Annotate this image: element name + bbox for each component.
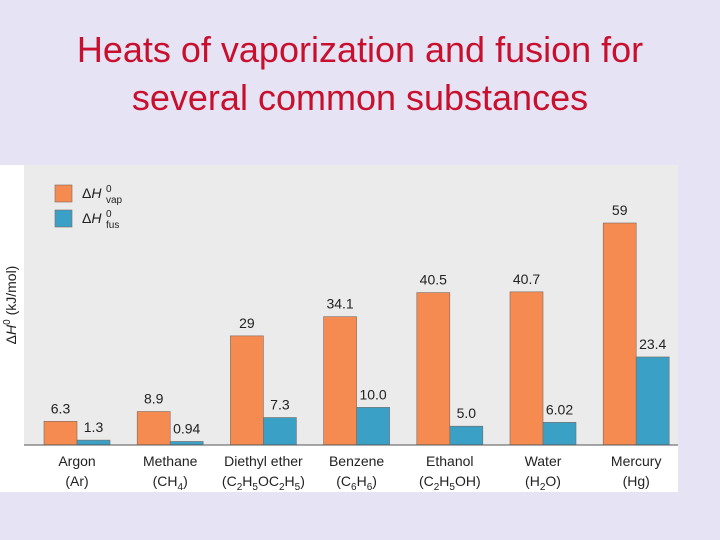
data-label-fus-2: 7.3: [270, 397, 290, 413]
slide-title-line-2: several common substances: [131, 77, 589, 118]
category-label-0: Argon: [58, 453, 95, 469]
category-formula-6: (Hg): [623, 473, 650, 489]
category-formula-3: (C6H6): [336, 473, 377, 492]
bar-fus-0: [76, 439, 111, 446]
category-label-1: Methane: [143, 453, 198, 469]
bar-vap-1: [136, 411, 171, 446]
data-label-vap-4: 40.5: [420, 272, 447, 288]
slide-title-line-1: Heats of vaporization and fusion for: [76, 29, 644, 70]
bar-fus-2: [263, 417, 297, 446]
category-label-2: Diethyl ether: [224, 453, 303, 469]
category-formula-1: (CH4): [153, 473, 188, 492]
bar-vap-3: [323, 316, 357, 446]
category-formula-4: (C2H5OH): [419, 473, 481, 492]
y-axis-label: ΔH0 (kJ/mol): [2, 266, 19, 345]
category-formula-0: (Ar): [65, 473, 88, 489]
bar-chart: ΔH0 (kJ/mol) 6.3 8.9 29 34.1 40.5 40.7 59 1.3 0.9…: [2, 165, 678, 492]
category-label-3: Benzene: [329, 453, 384, 469]
category-label-4: Ethanol: [426, 453, 473, 469]
bar-vap-4: [416, 292, 451, 446]
bar-vap-5: [509, 291, 544, 446]
data-label-fus-3: 10.0: [359, 386, 386, 402]
data-label-fus-1: 0.94: [173, 420, 200, 436]
bar-vap-2: [230, 335, 264, 446]
bar-vap-0: [43, 420, 78, 446]
data-label-vap-6: 59: [612, 202, 628, 218]
bar-fus-4: [449, 425, 484, 446]
data-label-fus-5: 6.02: [546, 401, 573, 417]
bar-fus-6: [635, 356, 670, 446]
slide-title: Heats of vaporization and fusion for sev…: [0, 26, 720, 122]
data-label-vap-0: 6.3: [51, 400, 71, 416]
legend-label-vap: ΔH 0 vap: [82, 184, 123, 206]
legend-swatch-fus: [54, 209, 73, 228]
data-label-vap-5: 40.7: [513, 271, 540, 287]
data-label-fus-4: 5.0: [457, 405, 477, 421]
category-label-5: Water: [525, 453, 562, 469]
data-label-vap-3: 34.1: [326, 296, 353, 312]
bar-fus-1: [169, 441, 204, 446]
bar-fus-5: [542, 422, 577, 446]
bar-fus-3: [356, 407, 390, 446]
legend-swatch-vap: [54, 184, 73, 203]
data-label-fus-6: 23.4: [639, 336, 666, 352]
data-label-vap-1: 8.9: [144, 391, 164, 407]
category-label-6: Mercury: [611, 453, 662, 469]
data-label-fus-0: 1.3: [84, 419, 104, 435]
category-formula-5: (H2O): [525, 473, 561, 492]
legend-label-fus: ΔH 0 fus: [82, 209, 119, 231]
bar-vap-6: [602, 222, 637, 446]
data-label-vap-2: 29: [239, 315, 255, 331]
category-formula-2: (C2H5OC2H5): [222, 473, 305, 492]
chart-panel: ΔH0 (kJ/mol) 6.3 8.9 29 34.1 40.5 40.7 59 1.3 0.9…: [0, 165, 678, 492]
